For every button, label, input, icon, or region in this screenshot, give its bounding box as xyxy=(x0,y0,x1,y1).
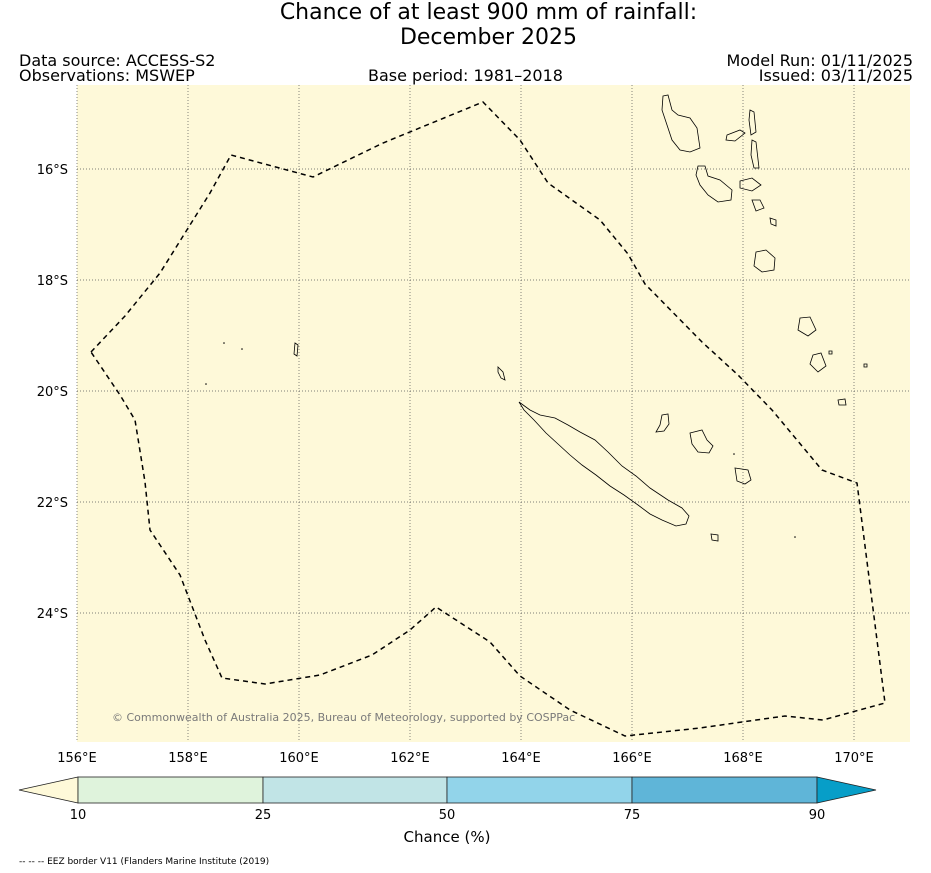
chesterfield-islet xyxy=(293,342,299,357)
colorbar-tick: 75 xyxy=(624,808,641,823)
futuna-islet xyxy=(863,363,868,368)
lon-label: 168°E xyxy=(723,751,763,766)
colorbar-bin xyxy=(77,776,264,804)
lat-label: 20°S xyxy=(37,385,68,400)
colorbar-tick: 90 xyxy=(809,808,826,823)
isle-of-pines xyxy=(710,533,719,542)
new-caledonia-island xyxy=(518,401,690,527)
footnote: -- -- -- EEZ border V11 (Flanders Marine… xyxy=(19,857,269,867)
issued-label: Issued: 03/11/2025 xyxy=(758,66,913,85)
efate-island xyxy=(753,249,776,273)
data-source-label: Data source: ACCESS-S2 xyxy=(19,51,216,70)
colorbar-tick: 50 xyxy=(439,808,456,823)
shepherd-islands xyxy=(769,217,777,227)
islet-dot xyxy=(794,536,796,538)
lat-label: 24°S xyxy=(37,607,68,622)
lat-label: 22°S xyxy=(37,496,68,511)
latitude-labels: 16°S 18°S 20°S 22°S 24°S xyxy=(37,163,68,622)
malekula-island xyxy=(695,165,733,203)
graticule xyxy=(76,85,910,742)
mare-island xyxy=(734,467,752,485)
pentecost-island xyxy=(750,139,760,169)
colorbar-bin xyxy=(631,776,818,804)
islet-dot xyxy=(241,348,243,350)
aneityum-island xyxy=(837,398,847,406)
lon-label: 166°E xyxy=(612,751,652,766)
espiritu-santo-island xyxy=(661,94,701,153)
longitude-labels: 156°E 158°E 160°E 162°E 164°E 166°E 168°… xyxy=(57,751,874,766)
lon-label: 158°E xyxy=(168,751,208,766)
colorbar xyxy=(18,776,877,804)
ambae-island xyxy=(725,129,746,142)
map-title-line2: December 2025 xyxy=(399,25,578,50)
maewo-island xyxy=(748,109,757,136)
colorbar-ticks: 10 25 50 75 90 xyxy=(70,808,826,823)
colorbar-extend-high xyxy=(816,776,877,804)
islet-dot xyxy=(205,383,207,385)
lon-label: 162°E xyxy=(390,751,430,766)
lon-label: 156°E xyxy=(57,751,97,766)
belep-islands xyxy=(497,366,506,381)
lon-label: 164°E xyxy=(501,751,541,766)
observations-label: Observations: MSWEP xyxy=(19,66,195,85)
eez-border xyxy=(90,101,886,737)
model-run-label: Model Run: 01/11/2025 xyxy=(726,51,914,70)
lon-label: 160°E xyxy=(279,751,319,766)
lifou-island xyxy=(689,429,714,454)
copyright-notice: © Commonwealth of Australia 2025, Bureau… xyxy=(112,711,575,724)
ouvea-island xyxy=(655,413,670,433)
colorbar-extend-low xyxy=(18,776,79,804)
colorbar-bin xyxy=(262,776,448,804)
aniwa-islet xyxy=(828,350,833,355)
colorbar-tick: 10 xyxy=(70,808,87,823)
lon-label: 170°E xyxy=(834,751,874,766)
epi-island xyxy=(751,199,765,212)
colorbar-label: Chance (%) xyxy=(404,828,491,846)
erromango-island xyxy=(797,316,817,337)
tanna-island xyxy=(809,352,827,373)
lat-label: 16°S xyxy=(37,163,68,178)
colorbar-bin xyxy=(446,776,633,804)
ambrym-island xyxy=(739,177,762,192)
map-title-line1: Chance of at least 900 mm of rainfall: xyxy=(279,0,698,25)
base-period-label: Base period: 1981–2018 xyxy=(368,66,563,85)
lat-label: 18°S xyxy=(37,274,68,289)
colorbar-tick: 25 xyxy=(255,808,272,823)
islet-dot xyxy=(733,453,735,455)
islet-dot xyxy=(223,342,225,344)
map-background xyxy=(77,85,910,742)
